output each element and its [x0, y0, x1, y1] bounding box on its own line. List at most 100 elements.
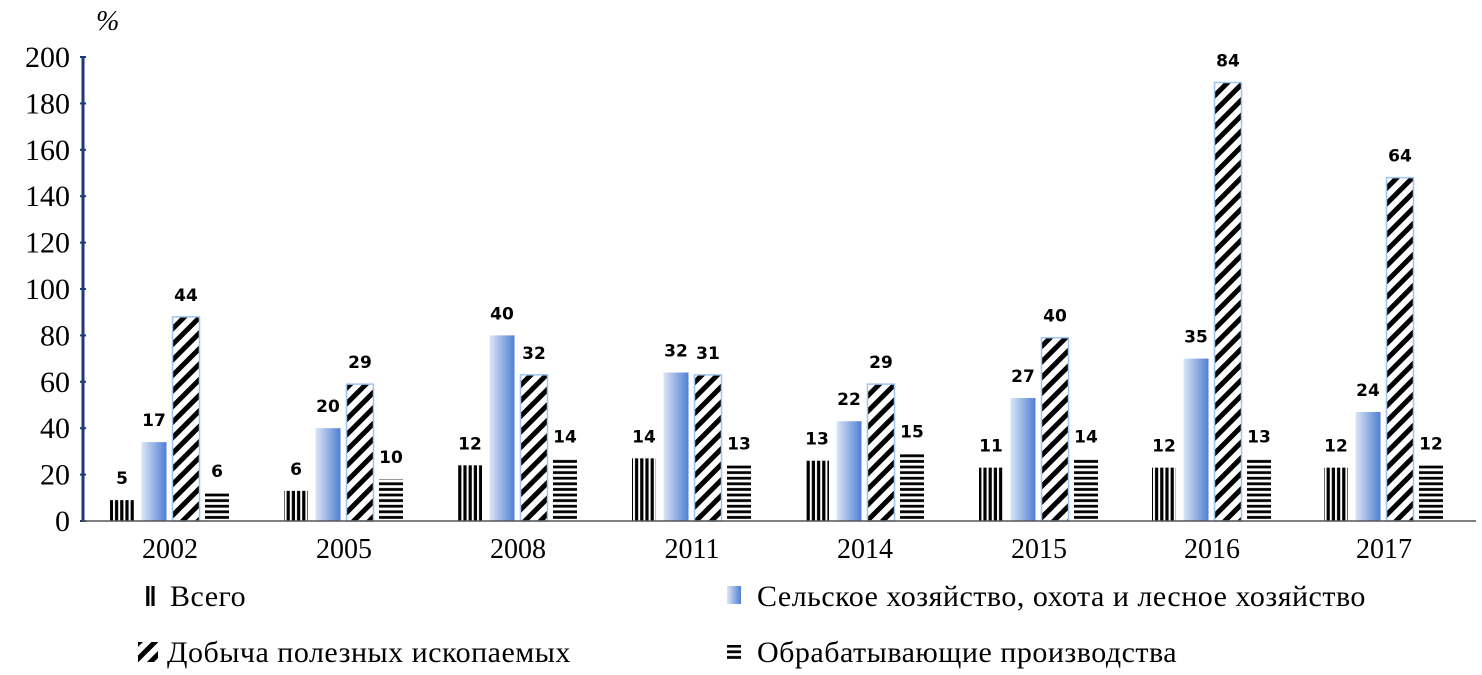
x-tick-label: 2011 [665, 534, 720, 565]
legend-item-total: Всего [145, 580, 246, 613]
data-label-manufacturing: 14 [1074, 427, 1098, 447]
bar-mining [1385, 176, 1415, 522]
bar-mining [345, 383, 375, 522]
legend-item-manufacturing: Обрабатывающие производства [727, 636, 1177, 669]
bar-agriculture [141, 442, 167, 521]
legend-label-mining: Добыча полезных ископаемых [167, 636, 571, 669]
bar-manufacturing [379, 479, 403, 521]
bar-manufacturing [900, 453, 924, 521]
bar-agriculture [1010, 398, 1036, 521]
bar-mining [1040, 336, 1070, 522]
data-label-agriculture: 20 [316, 397, 340, 417]
data-label-manufacturing: 13 [727, 434, 751, 454]
data-label-agriculture: 17 [142, 411, 166, 431]
data-labels: 5 6 12 14 13 11 12 12 17 20 40 32 22 27 35 24 44 29 32 31 29… [116, 52, 1443, 490]
data-label-manufacturing: 10 [379, 448, 403, 468]
y-tick-label: 20 [40, 459, 70, 492]
legend-swatch-manufacturing [727, 645, 741, 659]
y-tick-label: 180 [25, 87, 70, 120]
x-tick-label: 2008 [490, 534, 546, 565]
data-label-manufacturing: 15 [900, 423, 924, 443]
legend-item-agriculture: Сельское хозяйство, охота и лесное хозяй… [727, 580, 1366, 613]
data-label-total: 11 [979, 437, 1003, 457]
data-label-agriculture: 22 [837, 390, 861, 410]
bar-mining [171, 316, 201, 522]
legend-label-manufacturing: Обрабатывающие производства [757, 636, 1177, 669]
data-label-agriculture: 24 [1356, 381, 1380, 401]
bar-mining [693, 374, 723, 522]
bar-agriculture [1355, 411, 1381, 521]
x-tick-label: 2014 [837, 534, 893, 565]
x-tick-label: 2015 [1011, 534, 1067, 565]
y-tick-label: 100 [25, 273, 70, 306]
legend-swatch-mining [138, 642, 158, 662]
bar-manufacturing [1419, 465, 1443, 521]
data-label-total: 12 [458, 434, 482, 454]
y-axis-ticks: 0 20 40 60 80 100 120 140 160 180 200 [25, 41, 86, 538]
data-label-agriculture: 40 [490, 304, 514, 324]
data-label-manufacturing: 12 [1419, 434, 1443, 454]
bar-mining [519, 374, 549, 522]
bar-manufacturing [1247, 458, 1271, 521]
y-tick-label: 140 [25, 180, 70, 213]
data-label-mining: 31 [696, 344, 720, 364]
bar-agriculture [315, 428, 341, 521]
data-label-mining: 84 [1216, 52, 1240, 72]
bar-total [805, 460, 829, 521]
bar-manufacturing [205, 493, 229, 521]
bar-agriculture [836, 421, 862, 521]
data-label-agriculture: 32 [664, 342, 688, 362]
bar-agriculture [1183, 358, 1209, 521]
bar-agriculture [489, 335, 515, 521]
bar-agriculture [663, 372, 689, 521]
bar-total [979, 467, 1003, 521]
data-label-mining: 44 [174, 286, 198, 306]
bar-total [110, 500, 134, 521]
data-label-mining: 64 [1388, 147, 1412, 167]
data-label-total: 12 [1152, 437, 1176, 457]
bar-mining [1213, 81, 1243, 522]
legend: Всего Сельское хозяйство, охота и лесное… [138, 580, 1366, 669]
data-label-manufacturing: 14 [553, 427, 577, 447]
legend-item-mining: Добыча полезных ископаемых [138, 636, 571, 669]
data-label-total: 12 [1324, 437, 1348, 457]
x-axis-ticks: 2002 2005 2008 2011 2014 2015 2016 2017 [142, 534, 1412, 565]
bar-manufacturing [1074, 458, 1098, 521]
x-tick-label: 2005 [316, 534, 372, 565]
y-tick-label: 200 [25, 41, 70, 74]
legend-label-total: Всего [170, 580, 246, 613]
legend-swatch-agriculture [727, 586, 741, 604]
bar-total [284, 490, 308, 521]
y-tick-label: 0 [55, 505, 70, 538]
data-label-mining: 32 [522, 344, 546, 364]
bar-manufacturing [727, 465, 751, 521]
y-tick-label: 120 [25, 227, 70, 260]
x-tick-label: 2002 [142, 534, 198, 565]
y-tick-label: 80 [40, 319, 70, 352]
data-label-total: 5 [116, 469, 128, 489]
data-label-total: 6 [290, 460, 302, 480]
y-tick-label: 40 [40, 412, 70, 445]
legend-label-agriculture: Сельское хозяйство, охота и лесное хозяй… [757, 580, 1366, 613]
y-tick-label: 160 [25, 134, 70, 167]
bar-total [458, 465, 482, 521]
x-tick-label: 2016 [1184, 534, 1240, 565]
legend-swatch-total [145, 586, 156, 606]
data-label-total: 13 [805, 430, 829, 450]
bar-manufacturing [553, 458, 577, 521]
data-label-manufacturing: 6 [211, 462, 223, 482]
data-label-agriculture: 35 [1184, 328, 1208, 348]
data-label-mining: 29 [348, 353, 372, 373]
data-label-total: 14 [632, 427, 656, 447]
x-tick-label: 2017 [1356, 534, 1412, 565]
bar-total [1324, 467, 1348, 521]
y-tick-label: 60 [40, 366, 70, 399]
y-unit-label: % [96, 6, 119, 37]
data-label-agriculture: 27 [1011, 367, 1035, 387]
data-label-mining: 29 [869, 353, 893, 373]
bar-total [1152, 467, 1176, 521]
bar-mining [866, 383, 896, 522]
bars [110, 81, 1443, 522]
bar-total [632, 458, 656, 521]
